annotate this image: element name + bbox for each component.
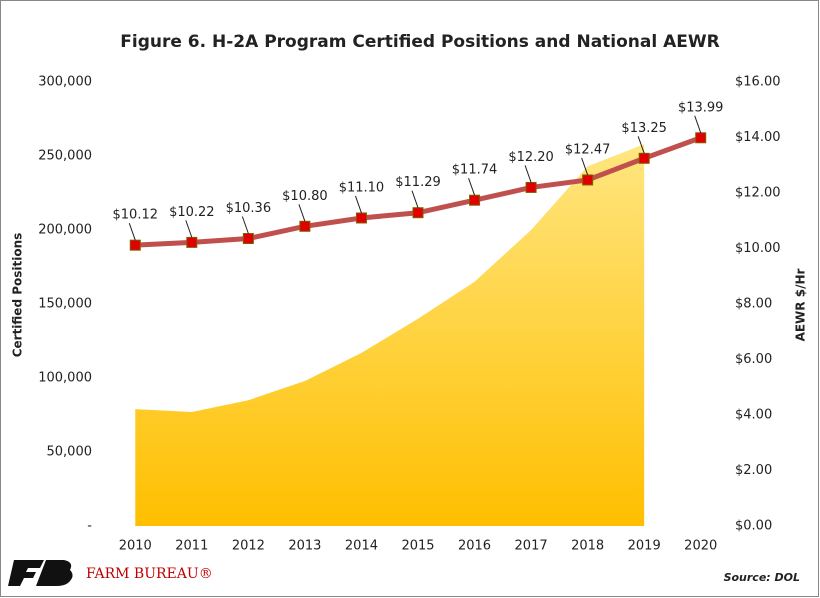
y-tick-label: 150,000 [38, 297, 92, 312]
y-tick-label: - [87, 519, 92, 534]
x-tick-label: 2017 [515, 539, 548, 554]
y2-tick-label: $4.00 [735, 408, 772, 423]
label-leader [637, 136, 645, 154]
y-tick-label: 200,000 [38, 223, 92, 238]
label-leader [411, 190, 419, 208]
logo-icon [8, 560, 73, 586]
data-label: $10.12 [113, 208, 159, 223]
data-label: $11.74 [452, 163, 498, 178]
label-leader [185, 220, 193, 238]
marker [299, 220, 311, 232]
data-label: $11.29 [395, 175, 441, 190]
y2-tick-label: $12.00 [735, 186, 781, 201]
y-axis-label: Certified Positions [11, 233, 25, 358]
y-tick-label: 50,000 [47, 445, 93, 460]
data-label: $12.47 [565, 142, 611, 157]
marker [412, 207, 424, 219]
x-tick-label: 2012 [232, 539, 265, 554]
x-tick-label: 2016 [458, 539, 491, 554]
marker [582, 174, 594, 186]
chart-title: Figure 6. H-2A Program Certified Positio… [120, 32, 719, 52]
label-leader [694, 115, 702, 133]
data-label: $11.10 [339, 180, 385, 195]
data-label: $10.36 [226, 201, 272, 216]
y2-tick-label: $16.00 [735, 75, 781, 90]
y2-tick-label: $0.00 [735, 519, 772, 534]
x-tick-label: 2015 [401, 539, 434, 554]
x-tick-label: 2018 [571, 539, 604, 554]
x-tick-label: 2010 [119, 539, 152, 554]
logo-text: FARM BUREAU® [86, 566, 213, 582]
source: Source: DOL [724, 571, 800, 584]
data-label: $10.80 [282, 189, 328, 204]
label-leader [524, 165, 532, 183]
label-leader [128, 223, 136, 241]
y2-tick-label: $8.00 [735, 297, 772, 312]
y-tick-label: 300,000 [38, 75, 92, 90]
y-tick-label: 250,000 [38, 149, 92, 164]
marker [242, 233, 254, 245]
x-tick-label: 2013 [288, 539, 321, 554]
label-leader [298, 204, 306, 222]
data-label: $12.20 [508, 150, 554, 165]
y2-tick-label: $10.00 [735, 241, 781, 256]
marker [129, 239, 141, 251]
label-leader [241, 216, 249, 234]
data-label: $13.25 [621, 121, 667, 136]
marker [525, 181, 537, 193]
marker [638, 152, 650, 164]
marker [695, 132, 707, 144]
area [135, 144, 645, 526]
y2-tick-label: $14.00 [735, 130, 781, 145]
label-leader [581, 157, 589, 176]
x-tick-label: 2011 [175, 539, 208, 554]
x-tick-label: 2014 [345, 539, 378, 554]
y2-axis-label: AEWR $/Hr [794, 269, 808, 342]
data-label: $13.99 [678, 100, 724, 115]
x-tick-label: 2020 [684, 539, 717, 554]
marker [186, 236, 198, 248]
label-leader [468, 178, 476, 196]
label-leader [354, 195, 362, 214]
x-tick-label: 2019 [628, 539, 661, 554]
marker [355, 212, 367, 224]
y2-tick-label: $6.00 [735, 352, 772, 367]
y2-tick-label: $2.00 [735, 463, 772, 478]
data-label: $10.22 [169, 205, 215, 220]
y-tick-label: 100,000 [38, 371, 92, 386]
marker [469, 194, 481, 206]
